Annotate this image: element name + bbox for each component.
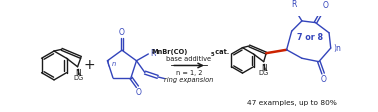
Text: R: R [291, 0, 297, 9]
Text: O: O [320, 75, 326, 84]
Text: N: N [261, 64, 266, 73]
Text: n: n [112, 61, 116, 67]
Text: O: O [119, 28, 125, 37]
Text: O: O [323, 1, 329, 10]
Text: O: O [135, 88, 141, 97]
Text: DG: DG [259, 70, 269, 76]
Text: +: + [84, 58, 96, 72]
Text: base additive: base additive [166, 56, 212, 62]
Text: )n: )n [333, 44, 341, 53]
Text: MnBr(CO): MnBr(CO) [151, 49, 187, 55]
Text: (: ( [107, 59, 110, 68]
Text: 5: 5 [211, 52, 214, 57]
Text: cat.: cat. [213, 49, 229, 55]
Text: N: N [76, 69, 81, 78]
Text: DG: DG [73, 75, 84, 81]
Text: ring expansion: ring expansion [164, 76, 214, 83]
Text: 47 examples, up to 80%: 47 examples, up to 80% [247, 100, 337, 106]
Text: R: R [150, 50, 155, 58]
Text: 7 or 8: 7 or 8 [297, 33, 324, 42]
Text: n = 1, 2: n = 1, 2 [176, 70, 202, 76]
